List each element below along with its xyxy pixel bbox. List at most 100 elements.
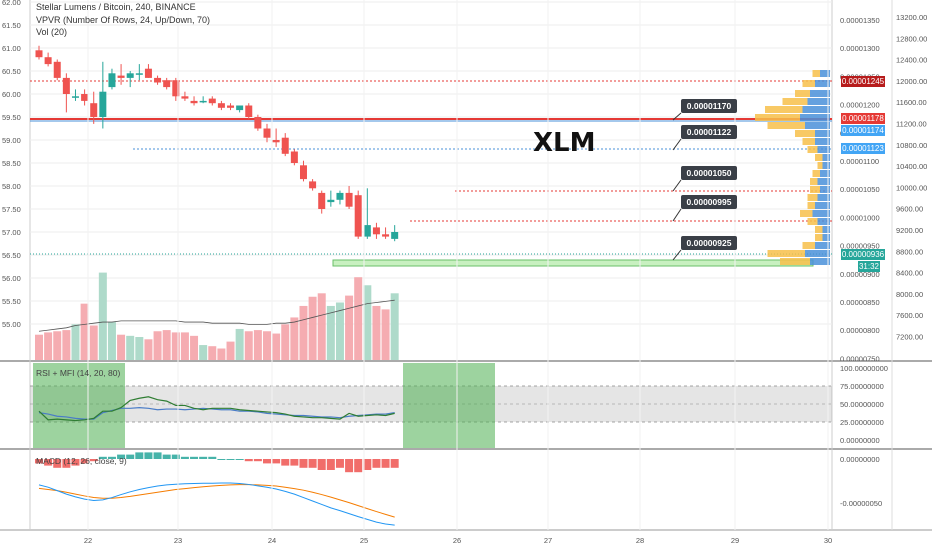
macd-label: MACD (12, 26, close, 9)	[36, 456, 127, 466]
rsi-axis-label: 0.00000000	[840, 436, 880, 445]
macd-histogram-bar	[107, 456, 116, 459]
vpvr-bar-up	[812, 170, 820, 177]
macd-histogram-bar	[199, 456, 208, 459]
vpvr-bar-down	[815, 138, 830, 145]
vpvr-bar-down	[810, 90, 830, 97]
volume-axis-label: 7600.00	[896, 311, 923, 320]
xlm-annotation: XLM	[533, 128, 596, 158]
left-axis-label: 56.50	[2, 251, 21, 260]
candle-body	[199, 100, 207, 103]
macd-histogram-bar	[299, 459, 308, 468]
time-axis-label: 24	[268, 536, 276, 545]
macd-histogram-bar	[244, 459, 253, 462]
vpvr-bar-down	[817, 218, 830, 225]
vpvr-bar-down	[815, 242, 830, 249]
volume-bar	[126, 335, 135, 360]
volume-bar	[98, 272, 107, 360]
left-axis-label: 55.00	[2, 320, 21, 329]
volume-axis-label: 10400.00	[896, 162, 927, 171]
volume-bar	[89, 325, 98, 360]
volume-bar	[208, 346, 217, 360]
macd-histogram-bar	[144, 452, 153, 459]
candle-body	[144, 68, 152, 78]
price-tag-blue-1: 0.00001174	[841, 125, 885, 136]
volume-bar	[281, 324, 290, 360]
candle-body	[208, 98, 216, 104]
vpvr-label: VPVR (Number Of Rows, 24, Up/Down, 70)	[36, 15, 211, 25]
callout-pointer	[672, 208, 682, 222]
vpvr-bar-up	[795, 130, 815, 137]
volume-axis-label: 10800.00	[896, 141, 927, 150]
macd-histogram-bar	[180, 456, 189, 459]
vpvr-bar-down	[817, 146, 830, 153]
macd-histogram-bar	[62, 459, 71, 468]
vpvr-bar-up	[767, 250, 805, 257]
candle-body	[81, 94, 89, 101]
macd-axis-label: -0.00000050	[840, 499, 882, 508]
macd-histogram-bar	[53, 459, 62, 468]
vpvr-bar-up	[802, 242, 815, 249]
time-axis-label: 23	[174, 536, 182, 545]
volume-bar	[317, 293, 326, 360]
vpvr-bar-down	[817, 194, 830, 201]
volume-axis-label: 8000.00	[896, 290, 923, 299]
macd-histogram-bar	[272, 459, 281, 464]
volume-bar	[290, 317, 299, 360]
left-axis-label: 57.50	[2, 205, 21, 214]
macd-histogram-bar	[363, 459, 372, 470]
macd-histogram-bar	[153, 452, 162, 459]
volume-bar	[171, 332, 180, 360]
volume-bar	[117, 334, 126, 360]
vpvr-bar-down	[812, 210, 830, 217]
candle-body	[154, 77, 162, 83]
candle-body	[35, 50, 43, 58]
support-zone	[332, 259, 814, 267]
vpvr-bar-down	[815, 130, 830, 137]
volume-bar	[107, 322, 116, 360]
macd-histogram-bar	[308, 459, 317, 468]
candle-body	[327, 199, 335, 203]
volume-bar	[354, 277, 363, 360]
volume-bar	[62, 330, 71, 360]
volume-bar	[390, 293, 399, 360]
price-axis-label: 0.00001000	[840, 213, 880, 222]
candle-body	[345, 192, 353, 207]
macd-signal-line	[38, 484, 395, 518]
volume-axis-label: 13200.00	[896, 13, 927, 22]
vpvr-bar-down	[805, 122, 830, 129]
left-axis-label: 59.50	[2, 113, 21, 122]
macd-histogram-bar	[354, 459, 363, 473]
macd-histogram-bar	[390, 459, 399, 468]
vpvr-bar-down	[807, 98, 830, 105]
vpvr-bar-up	[765, 106, 803, 113]
price-tag-red: 0.00001245	[841, 76, 885, 87]
price-axis-label: 0.00000950	[840, 242, 880, 251]
time-axis-label: 27	[544, 536, 552, 545]
price-axis-label: 0.00001050	[840, 185, 880, 194]
macd-histogram-bar	[89, 459, 98, 462]
macd-histogram-bar	[290, 459, 299, 466]
volume-bar	[235, 328, 244, 360]
rsi-line	[38, 396, 395, 422]
left-axis-label: 60.00	[2, 90, 21, 99]
rsi-axis-label: 75.00000000	[840, 382, 884, 391]
rsi-mfi-label: RSI + MFI (14, 20, 80)	[36, 368, 121, 378]
time-axis-label: 26	[453, 536, 461, 545]
candle-body	[363, 225, 371, 237]
volume-label: Vol (20)	[36, 27, 68, 37]
macd-histogram-bar	[345, 459, 354, 473]
vpvr-bar-up	[767, 122, 805, 129]
volume-axis-label: 9200.00	[896, 226, 923, 235]
left-axis-label: 60.50	[2, 67, 21, 76]
volume-bar	[363, 285, 372, 360]
vpvr-bar-up	[807, 146, 818, 153]
candle-body	[245, 105, 253, 117]
vpvr-bar-up	[807, 202, 815, 209]
countdown-timer: 31:32	[858, 261, 880, 272]
vpvr-bar-down	[810, 258, 830, 265]
rsi-axis-label: 50.00000000	[840, 400, 884, 409]
volume-bar	[144, 339, 153, 360]
callout-pointer	[672, 112, 682, 121]
candle-body	[318, 192, 326, 209]
macd-histogram-bar	[117, 454, 126, 459]
